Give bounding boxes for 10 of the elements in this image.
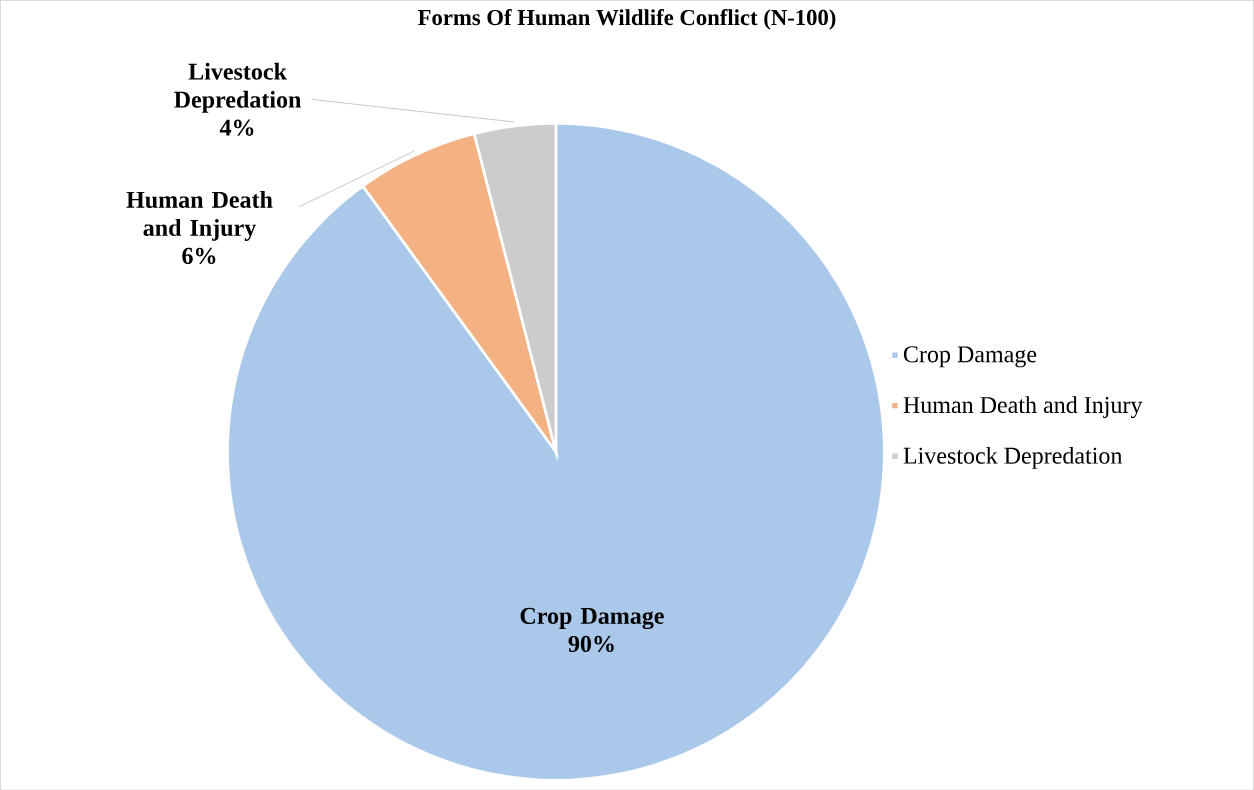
legend-label: Human Death and Injury: [903, 395, 1143, 418]
data-label: 4%: [219, 119, 254, 136]
legend-label: Crop Damage: [903, 346, 1037, 368]
slice-label: Crop Damage: [520, 607, 664, 629]
legend-label: Livestock Depredation: [903, 446, 1123, 469]
chart-title: Forms Of Human Wildlife Conflict (N-100): [418, 8, 836, 30]
slice-label: Human Death and Injury: [126, 190, 273, 241]
slice-label: Livestock Depredation: [174, 62, 302, 113]
data-label: 90%: [568, 635, 614, 652]
data-label: 6%: [182, 247, 216, 264]
